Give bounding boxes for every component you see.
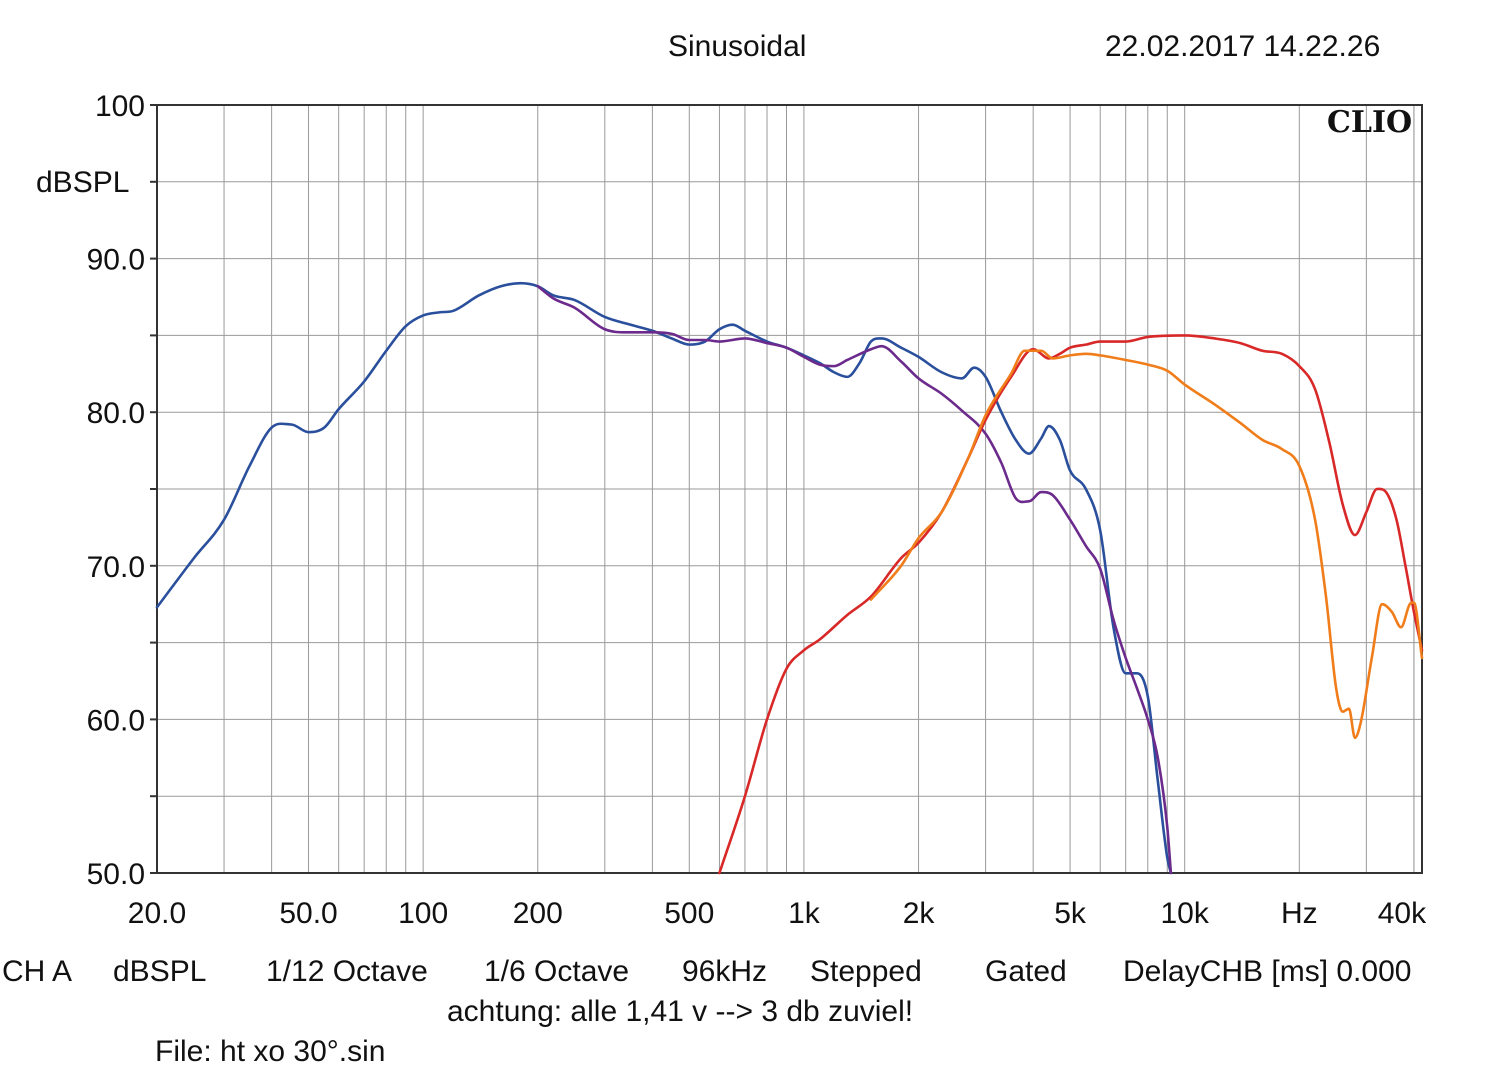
footer-samplerate: 96kHz (682, 955, 768, 988)
x-tick-label: 100 (398, 897, 448, 930)
x-tick-label: Hz (1281, 897, 1318, 930)
y-tick-label: 100 (95, 90, 145, 123)
footer-gating: Gated (985, 955, 1067, 988)
clio-logo: CLIO (1327, 105, 1413, 140)
footer-smoothing-2: 1/6 Octave (484, 955, 630, 988)
x-tick-label: 40k (1378, 897, 1427, 930)
y-tick-label: 60.0 (87, 704, 145, 737)
x-tick-label: 1k (788, 897, 821, 930)
y-tick-label: 50.0 (87, 858, 145, 891)
x-tick-label: 50.0 (279, 897, 337, 930)
series-line-red (718, 334, 1424, 875)
x-tick-label: 5k (1054, 897, 1087, 930)
x-tick-label: 20.0 (128, 897, 186, 930)
chart-title: Sinusoidal (668, 30, 807, 63)
footer-file: File: ht xo 30°.sin (155, 1035, 386, 1068)
series-line-blue (155, 281, 1173, 875)
footer-mode: Stepped (810, 955, 922, 988)
x-tick-label: 2k (903, 897, 936, 930)
y-tick-label: 90.0 (87, 244, 145, 277)
series-line-orange (869, 349, 1424, 740)
y-axis-unit-label: dBSPL (36, 166, 130, 199)
footer-delay: DelayCHB [ms] 0.000 (1123, 955, 1412, 988)
y-tick-label: 80.0 (87, 397, 145, 430)
footer-ch: CH A (2, 955, 73, 988)
footer-smoothing-1: 1/12 Octave (266, 955, 428, 988)
footer-note: achtung: alle 1,41 v --> 3 db zuviel! (447, 995, 914, 1028)
x-tick-label: 500 (664, 897, 714, 930)
series-line-purple (536, 284, 1173, 875)
y-tick-label: 70.0 (87, 551, 145, 584)
timestamp: 22.02.2017 14.22.26 (1105, 30, 1381, 63)
x-tick-label: 10k (1160, 897, 1209, 930)
footer-unit: dBSPL (113, 955, 207, 988)
x-tick-label: 200 (513, 897, 563, 930)
